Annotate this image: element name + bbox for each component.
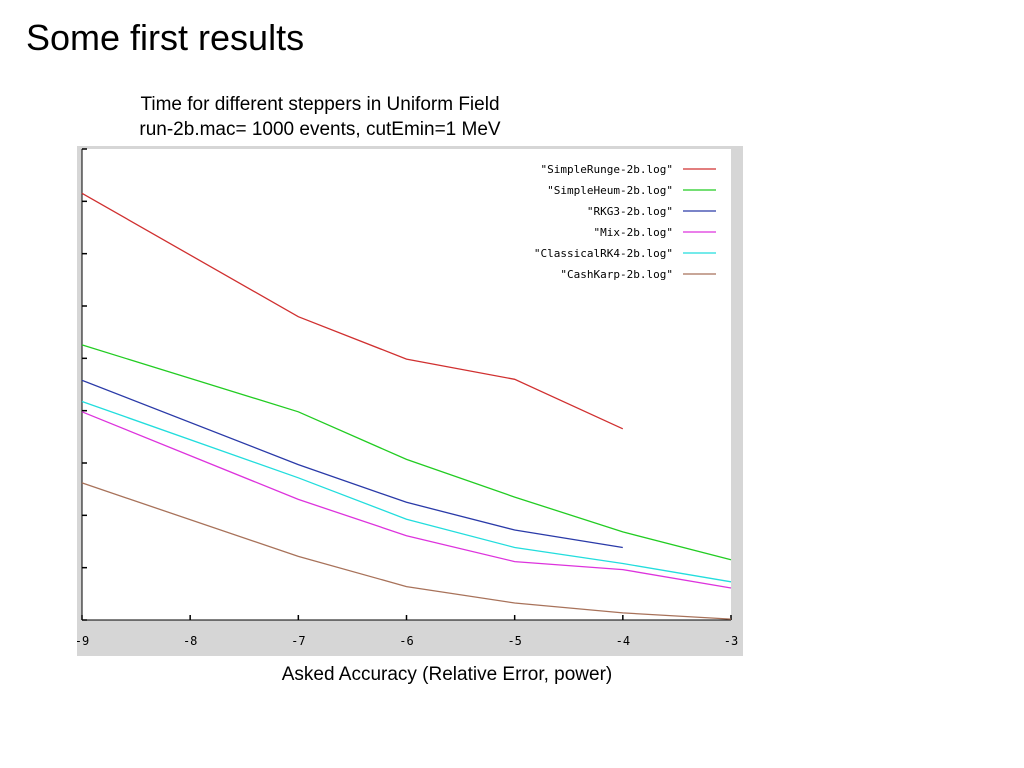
legend-label-1: "SimpleRunge-2b.log" (541, 163, 673, 176)
series-line-5 (81, 400, 732, 583)
chart-title: Time for different steppers in Uniform F… (140, 94, 500, 115)
x-tick-label: -4 (616, 634, 630, 648)
series-line-1 (81, 192, 624, 430)
series-line-2 (81, 344, 732, 561)
x-tick-label: -9 (77, 634, 89, 648)
slide-title: Some first results (26, 17, 305, 58)
series-line-6 (81, 482, 732, 620)
legend-label-4: "Mix-2b.log" (594, 226, 673, 239)
x-tick-label: -6 (399, 634, 413, 648)
plot-area (82, 149, 731, 620)
series-line-4 (81, 411, 732, 589)
legend-label-5: "ClassicalRK4-2b.log" (534, 247, 673, 260)
legend-label-6: "CashKarp-2b.log" (560, 268, 673, 281)
x-axis-label: Asked Accuracy (Relative Error, power) (281, 664, 613, 685)
x-tick-label: -7 (291, 634, 305, 648)
x-tick-label: -8 (183, 634, 197, 648)
legend-label-3: "RKG3-2b.log" (587, 205, 673, 218)
x-tick-label: -3 (724, 634, 738, 648)
legend-label-2: "SimpleHeum-2b.log" (547, 184, 673, 197)
chart-title-block: Time for different steppers in Uniform F… (60, 92, 580, 142)
series-line-3 (81, 379, 623, 549)
line-chart: -9 -8 -7 -6 -5 -4 -3 "SimpleRunge-2b.log" "Simpl… (77, 148, 738, 648)
x-tick-label: -5 (507, 634, 521, 648)
plot-frame: -9 -8 -7 -6 -5 -4 -3 "SimpleRunge-2b.log" "Simpl… (77, 146, 743, 656)
chart-subtitle: run-2b.mac= 1000 events, cutEmin=1 MeV (139, 119, 501, 140)
